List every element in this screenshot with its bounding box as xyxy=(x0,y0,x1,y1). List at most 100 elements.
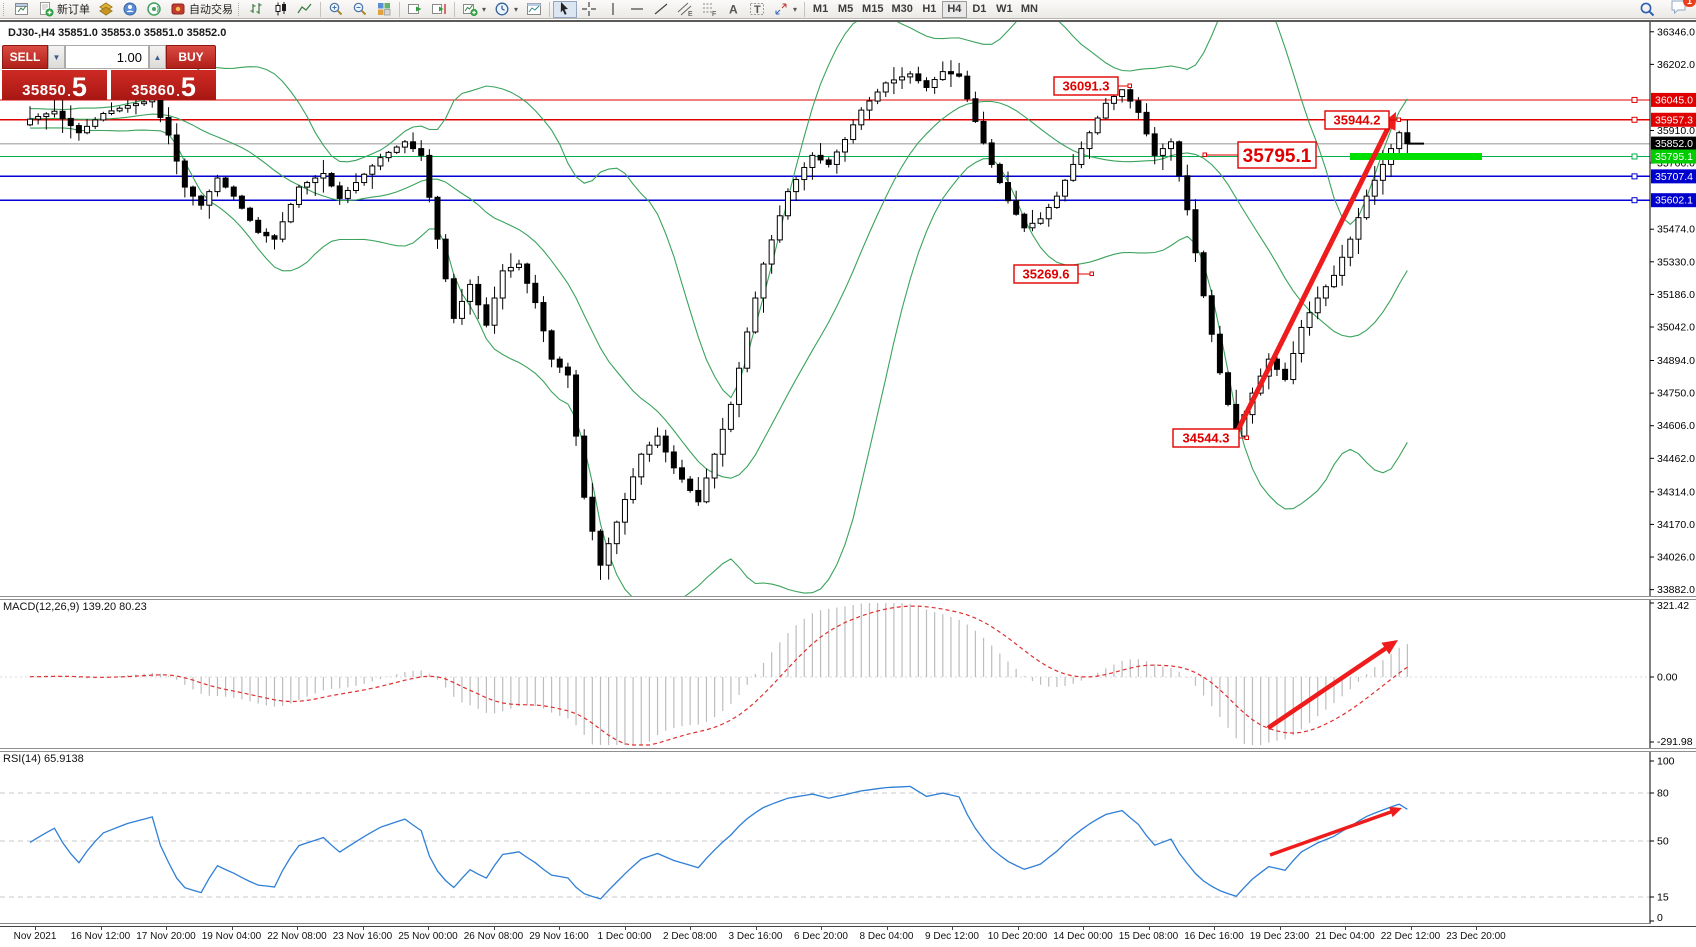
macd-panel[interactable]: 321.42 0.00 -291.98 xyxy=(0,600,1696,748)
arrows-tool[interactable]: ▾ xyxy=(769,1,801,18)
candle-body xyxy=(141,101,148,105)
line-chart-icon[interactable] xyxy=(293,1,317,18)
horizontal-line-tool[interactable] xyxy=(625,1,649,18)
timeframe-w1[interactable]: W1 xyxy=(992,1,1017,18)
candle-body xyxy=(263,231,270,237)
candle-body xyxy=(621,499,628,523)
timeframe-h1[interactable]: H1 xyxy=(917,1,942,18)
candle-body xyxy=(1127,89,1134,102)
zoom-in-icon[interactable] xyxy=(324,1,348,18)
time-axis-tick xyxy=(559,927,560,930)
candle-body xyxy=(483,304,490,326)
zoom-out-icon[interactable] xyxy=(348,1,372,18)
trend-arrow-head xyxy=(1381,640,1398,655)
candle-body xyxy=(132,103,139,107)
panel-separator[interactable] xyxy=(0,596,1696,600)
time-axis[interactable]: Nov 2021 16 Nov 12:00 17 Nov 20:00 19 Nov 0… xyxy=(0,926,1696,947)
timeframe-d1[interactable]: D1 xyxy=(967,1,992,18)
candle-body xyxy=(434,196,441,240)
timeframe-m30[interactable]: M30 xyxy=(887,1,916,18)
candle-body xyxy=(1070,163,1077,181)
candle-body xyxy=(1282,368,1289,381)
timeframe-m15[interactable]: M15 xyxy=(858,1,887,18)
price-annotation: 36091.3 xyxy=(1053,76,1132,96)
vertical-line-tool[interactable] xyxy=(601,1,625,18)
candle-body xyxy=(491,297,498,326)
cursor-tool[interactable] xyxy=(553,0,578,18)
candle-body xyxy=(1184,175,1191,211)
price-badge: 35957.3 xyxy=(1651,112,1696,127)
timeframe-m1[interactable]: M1 xyxy=(808,1,833,18)
candle-body xyxy=(1029,222,1036,229)
dropdown-caret: ▾ xyxy=(514,4,519,14)
time-axis-tick xyxy=(1410,927,1412,930)
volume-decrease-button[interactable]: ▼ xyxy=(48,45,65,69)
text-tool[interactable]: A xyxy=(721,1,745,18)
panel-separator[interactable] xyxy=(0,748,1696,752)
volume-input[interactable] xyxy=(65,45,149,69)
axis-tick-label: 34026.0 xyxy=(1657,552,1695,564)
candle-body xyxy=(507,266,514,272)
candle-body xyxy=(426,154,433,198)
tile-windows-icon[interactable] xyxy=(372,1,396,18)
candle-body xyxy=(687,478,694,491)
candle-body xyxy=(858,109,865,126)
bar-chart-icon[interactable] xyxy=(245,1,269,18)
candle-body xyxy=(719,428,726,455)
bollinger-lower xyxy=(30,127,1408,596)
time-axis-label: 3 Dec 16:00 xyxy=(728,931,783,942)
buy-button[interactable]: BUY xyxy=(166,45,216,69)
signals-icon[interactable] xyxy=(142,1,166,18)
main-chart-canvas[interactable]: 36091.3 35944.2 35795.1 35269.6 34544.3 36346… xyxy=(0,22,1696,596)
equidistant-channel-tool[interactable]: E xyxy=(673,1,697,18)
time-axis-tick xyxy=(952,927,953,930)
periods-icon[interactable]: ▾ xyxy=(490,1,522,18)
indicators-icon[interactable]: ▾ xyxy=(458,1,490,18)
data-window-icon[interactable] xyxy=(118,1,142,18)
rsi-panel[interactable]: 100 80 50 15 0 xyxy=(0,752,1696,924)
new-order-button[interactable]: 新订单 xyxy=(34,1,94,18)
time-axis-label: 19 Nov 04:00 xyxy=(201,931,262,942)
candle-body xyxy=(1314,297,1321,314)
candle-body xyxy=(703,477,710,503)
time-axis-tick xyxy=(166,927,167,930)
candle-body xyxy=(548,330,555,360)
ask-price-tile[interactable]: 35860. 5 xyxy=(111,70,216,101)
main-toolbar: 新订单 自动交易 ▾ ▾ xyxy=(0,0,1696,19)
trendline-tool[interactable] xyxy=(649,1,673,18)
timeframe-group: M1 M5 M15 M30 H1 H4 D1 W1 MN xyxy=(808,0,1042,18)
templates-icon[interactable] xyxy=(522,1,546,18)
candle-body xyxy=(206,191,213,206)
search-icon[interactable] xyxy=(1635,1,1660,18)
candle-body xyxy=(361,173,368,184)
candle-body xyxy=(353,182,359,191)
volume-increase-button[interactable]: ▲ xyxy=(149,45,166,69)
candle-body xyxy=(1037,218,1044,224)
timeframe-h4[interactable]: H4 xyxy=(941,0,967,18)
price-badge: 35707.4 xyxy=(1651,169,1696,184)
sell-button[interactable]: SELL xyxy=(2,45,48,69)
timeframe-mn[interactable]: MN xyxy=(1017,1,1042,18)
candle-body xyxy=(638,453,645,478)
crosshair-tool[interactable] xyxy=(577,1,601,18)
candlestick-chart-icon[interactable] xyxy=(269,1,293,18)
text-label-tool[interactable]: T xyxy=(745,1,769,18)
candle-body xyxy=(450,278,457,319)
candle-body xyxy=(809,154,816,168)
auto-scroll-icon[interactable] xyxy=(403,1,427,18)
time-axis-tick xyxy=(1017,927,1019,930)
chart-window-icon[interactable] xyxy=(10,1,34,18)
hline-handle xyxy=(1631,96,1638,103)
market-watch-icon[interactable] xyxy=(94,1,118,18)
timeframe-m5[interactable]: M5 xyxy=(833,1,858,18)
time-axis-label: 23 Nov 16:00 xyxy=(332,931,393,942)
candle-body xyxy=(124,105,131,109)
autotrading-button[interactable]: 自动交易 xyxy=(166,1,237,18)
candle-body xyxy=(516,263,522,268)
time-axis-tick xyxy=(428,927,429,930)
bid-price-tile[interactable]: 35850. 5 xyxy=(2,70,107,101)
fibonacci-tool[interactable]: F xyxy=(697,1,721,18)
candle-body xyxy=(1216,333,1223,374)
chart-shift-icon[interactable] xyxy=(427,1,451,18)
chat-icon[interactable]: 1 xyxy=(1670,0,1696,20)
